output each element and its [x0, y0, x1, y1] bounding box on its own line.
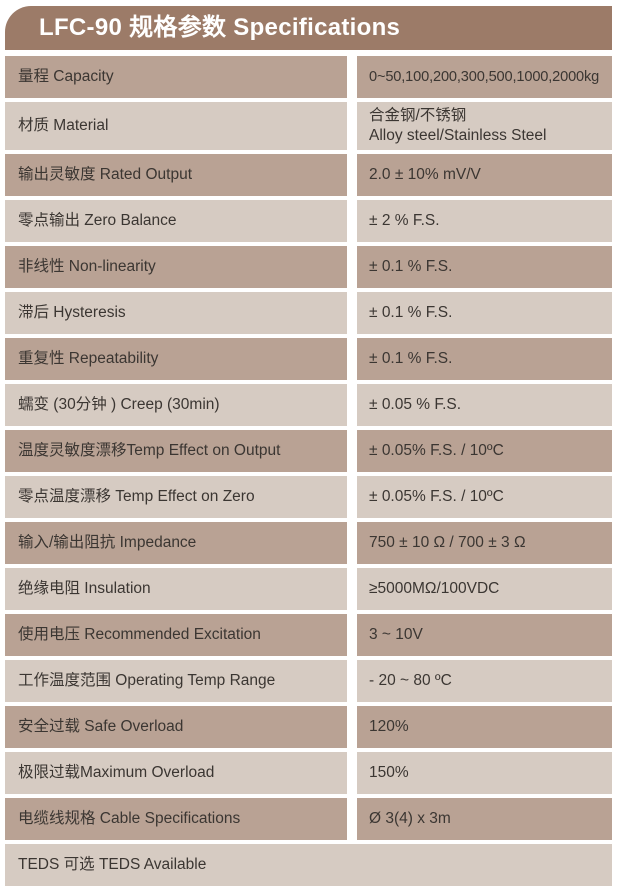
table-row: 温度灵敏度漂移Temp Effect on Output ± 0.05% F.S.… [5, 430, 612, 473]
spec-value-cell: 120% [357, 706, 612, 749]
spec-value-cell: ± 0.1 % F.S. [357, 246, 612, 289]
spec-label-text: 量程 Capacity [18, 68, 114, 86]
spec-value-line: Ø 3(4) x 3m [369, 810, 451, 828]
spec-label-text: 绝缘电阻 Insulation [18, 580, 151, 598]
spec-value-line: ± 0.05 % F.S. [369, 396, 462, 414]
spec-value-line: 120% [369, 718, 409, 736]
spec-label-cell: 零点输出 Zero Balance [5, 200, 347, 243]
table-row: 量程 Capacity 0~50,100,200,300,500,1000,200… [5, 56, 612, 98]
spec-value-cell: ± 2 % F.S. [357, 200, 612, 243]
spec-value-cell: 750 ± 10 Ω / 700 ± 3 Ω [357, 522, 612, 565]
spec-label-text: 蠕变 (30分钟 ) Creep (30min) [18, 396, 220, 414]
table-row: 电缆线规格 Cable Specifications Ø 3(4) x 3m [5, 798, 612, 841]
spec-label-text: 工作温度范围 Operating Temp Range [18, 672, 276, 690]
spec-value-cell: ± 0.05% F.S. / 10ºC [357, 476, 612, 519]
table-row: 零点温度漂移 Temp Effect on Zero ± 0.05% F.S. /… [5, 476, 612, 519]
spec-value-cell: Ø 3(4) x 3m [357, 798, 612, 841]
spec-label-text: 电缆线规格 Cable Specifications [18, 810, 241, 828]
spec-label-cell: 材质 Material [5, 102, 347, 151]
spec-value-line: 3 ~ 10V [369, 626, 423, 644]
spec-value-line: 750 ± 10 Ω / 700 ± 3 Ω [369, 534, 526, 552]
spec-value-cell: ± 0.05% F.S. / 10ºC [357, 430, 612, 473]
spec-label-cell: 输出灵敏度 Rated Output [5, 154, 347, 197]
spec-value-cell: ≥5000MΩ/100VDC [357, 568, 612, 611]
spec-label-text: 非线性 Non-linearity [18, 258, 156, 276]
table-row: 输出灵敏度 Rated Output 2.0 ± 10% mV/V [5, 154, 612, 197]
table-row: TEDS 可选 TEDS Available [5, 844, 612, 887]
spec-value-line: ± 0.05% F.S. / 10ºC [369, 488, 504, 506]
spec-value-cell: ± 0.05 % F.S. [357, 384, 612, 427]
spec-label-cell: 使用电压 Recommended Excitation [5, 614, 347, 657]
table-row: 使用电压 Recommended Excitation 3 ~ 10V [5, 614, 612, 657]
spec-value-line: 0~50,100,200,300,500,1000,2000kg [369, 68, 600, 85]
spec-label-text: TEDS 可选 TEDS Available [18, 856, 207, 874]
spec-label-text: 输入/输出阻抗 Impedance [18, 534, 197, 552]
spec-label-cell: 量程 Capacity [5, 56, 347, 98]
spec-label-cell: TEDS 可选 TEDS Available [5, 844, 612, 887]
spec-label-text: 极限过载Maximum Overload [18, 764, 215, 782]
spec-value-cell: 0~50,100,200,300,500,1000,2000kg [357, 56, 612, 98]
spec-label-text: 使用电压 Recommended Excitation [18, 626, 261, 644]
table-row: 重复性 Repeatability ± 0.1 % F.S. [5, 338, 612, 381]
spec-label-text: 零点输出 Zero Balance [18, 212, 177, 230]
table-row: 滞后 Hysteresis ± 0.1 % F.S. [5, 292, 612, 335]
spec-value-cell: ± 0.1 % F.S. [357, 292, 612, 335]
spec-value-line: ± 0.1 % F.S. [369, 304, 453, 322]
spec-value-cell: ± 0.1 % F.S. [357, 338, 612, 381]
spec-label-text: 重复性 Repeatability [18, 350, 159, 368]
page-title: LFC-90 规格参数 Specifications [39, 14, 401, 41]
spec-label-cell: 输入/输出阻抗 Impedance [5, 522, 347, 565]
spec-value-line: ± 0.1 % F.S. [369, 258, 453, 276]
specifications-table: 量程 Capacity 0~50,100,200,300,500,1000,200… [5, 56, 612, 890]
spec-value-line: 合金钢/不锈钢 [369, 107, 467, 124]
spec-label-cell: 滞后 Hysteresis [5, 292, 347, 335]
table-row: 材质 Material 合金钢/不锈钢 Alloy steel/Stainless … [5, 102, 612, 151]
spec-label-cell: 蠕变 (30分钟 ) Creep (30min) [5, 384, 347, 427]
spec-label-cell: 极限过载Maximum Overload [5, 752, 347, 795]
spec-value-cell: 2.0 ± 10% mV/V [357, 154, 612, 197]
table-row: 零点输出 Zero Balance ± 2 % F.S. [5, 200, 612, 243]
spec-label-cell: 安全过载 Safe Overload [5, 706, 347, 749]
spec-label-cell: 温度灵敏度漂移Temp Effect on Output [5, 430, 347, 473]
spec-value-line: ≥5000MΩ/100VDC [369, 580, 500, 598]
spec-label-cell: 零点温度漂移 Temp Effect on Zero [5, 476, 347, 519]
spec-label-cell: 绝缘电阻 Insulation [5, 568, 347, 611]
spec-label-text: 温度灵敏度漂移Temp Effect on Output [18, 442, 281, 460]
spec-label-text: 安全过载 Safe Overload [18, 718, 184, 736]
spec-value-line: 2.0 ± 10% mV/V [369, 166, 481, 184]
spec-value-line: ± 0.1 % F.S. [369, 350, 453, 368]
spec-value-cell: 3 ~ 10V [357, 614, 612, 657]
spec-label-cell: 非线性 Non-linearity [5, 246, 347, 289]
table-row: 绝缘电阻 Insulation ≥5000MΩ/100VDC [5, 568, 612, 611]
table-row: 极限过载Maximum Overload 150% [5, 752, 612, 795]
spec-label-text: 输出灵敏度 Rated Output [18, 166, 193, 184]
spec-value-cell: 150% [357, 752, 612, 795]
spec-label-cell: 工作温度范围 Operating Temp Range [5, 660, 347, 703]
sheet-header-banner: LFC-90 规格参数 Specifications [5, 6, 612, 50]
spec-value-line: Alloy steel/Stainless Steel [369, 127, 547, 145]
spec-label-text: 滞后 Hysteresis [18, 304, 126, 322]
spec-value-cell: - 20 ~ 80 ºC [357, 660, 612, 703]
table-row: 输入/输出阻抗 Impedance 750 ± 10 Ω / 700 ± 3 Ω [5, 522, 612, 565]
table-row: 蠕变 (30分钟 ) Creep (30min) ± 0.05 % F.S. [5, 384, 612, 427]
spec-label-cell: 重复性 Repeatability [5, 338, 347, 381]
spec-value-line: ± 2 % F.S. [369, 212, 440, 230]
table-row: 安全过载 Safe Overload 120% [5, 706, 612, 749]
spec-value-line: 150% [369, 764, 409, 782]
spec-value-cell: 合金钢/不锈钢 Alloy steel/Stainless Steel [357, 102, 612, 151]
spec-label-text: 零点温度漂移 Temp Effect on Zero [18, 488, 255, 506]
spec-value-line: - 20 ~ 80 ºC [369, 672, 452, 690]
table-row: 非线性 Non-linearity ± 0.1 % F.S. [5, 246, 612, 289]
spec-value-line: ± 0.05% F.S. / 10ºC [369, 442, 504, 460]
spec-label-text: 材质 Material [18, 117, 109, 135]
table-row: 工作温度范围 Operating Temp Range - 20 ~ 80 ºC [5, 660, 612, 703]
spec-label-cell: 电缆线规格 Cable Specifications [5, 798, 347, 841]
